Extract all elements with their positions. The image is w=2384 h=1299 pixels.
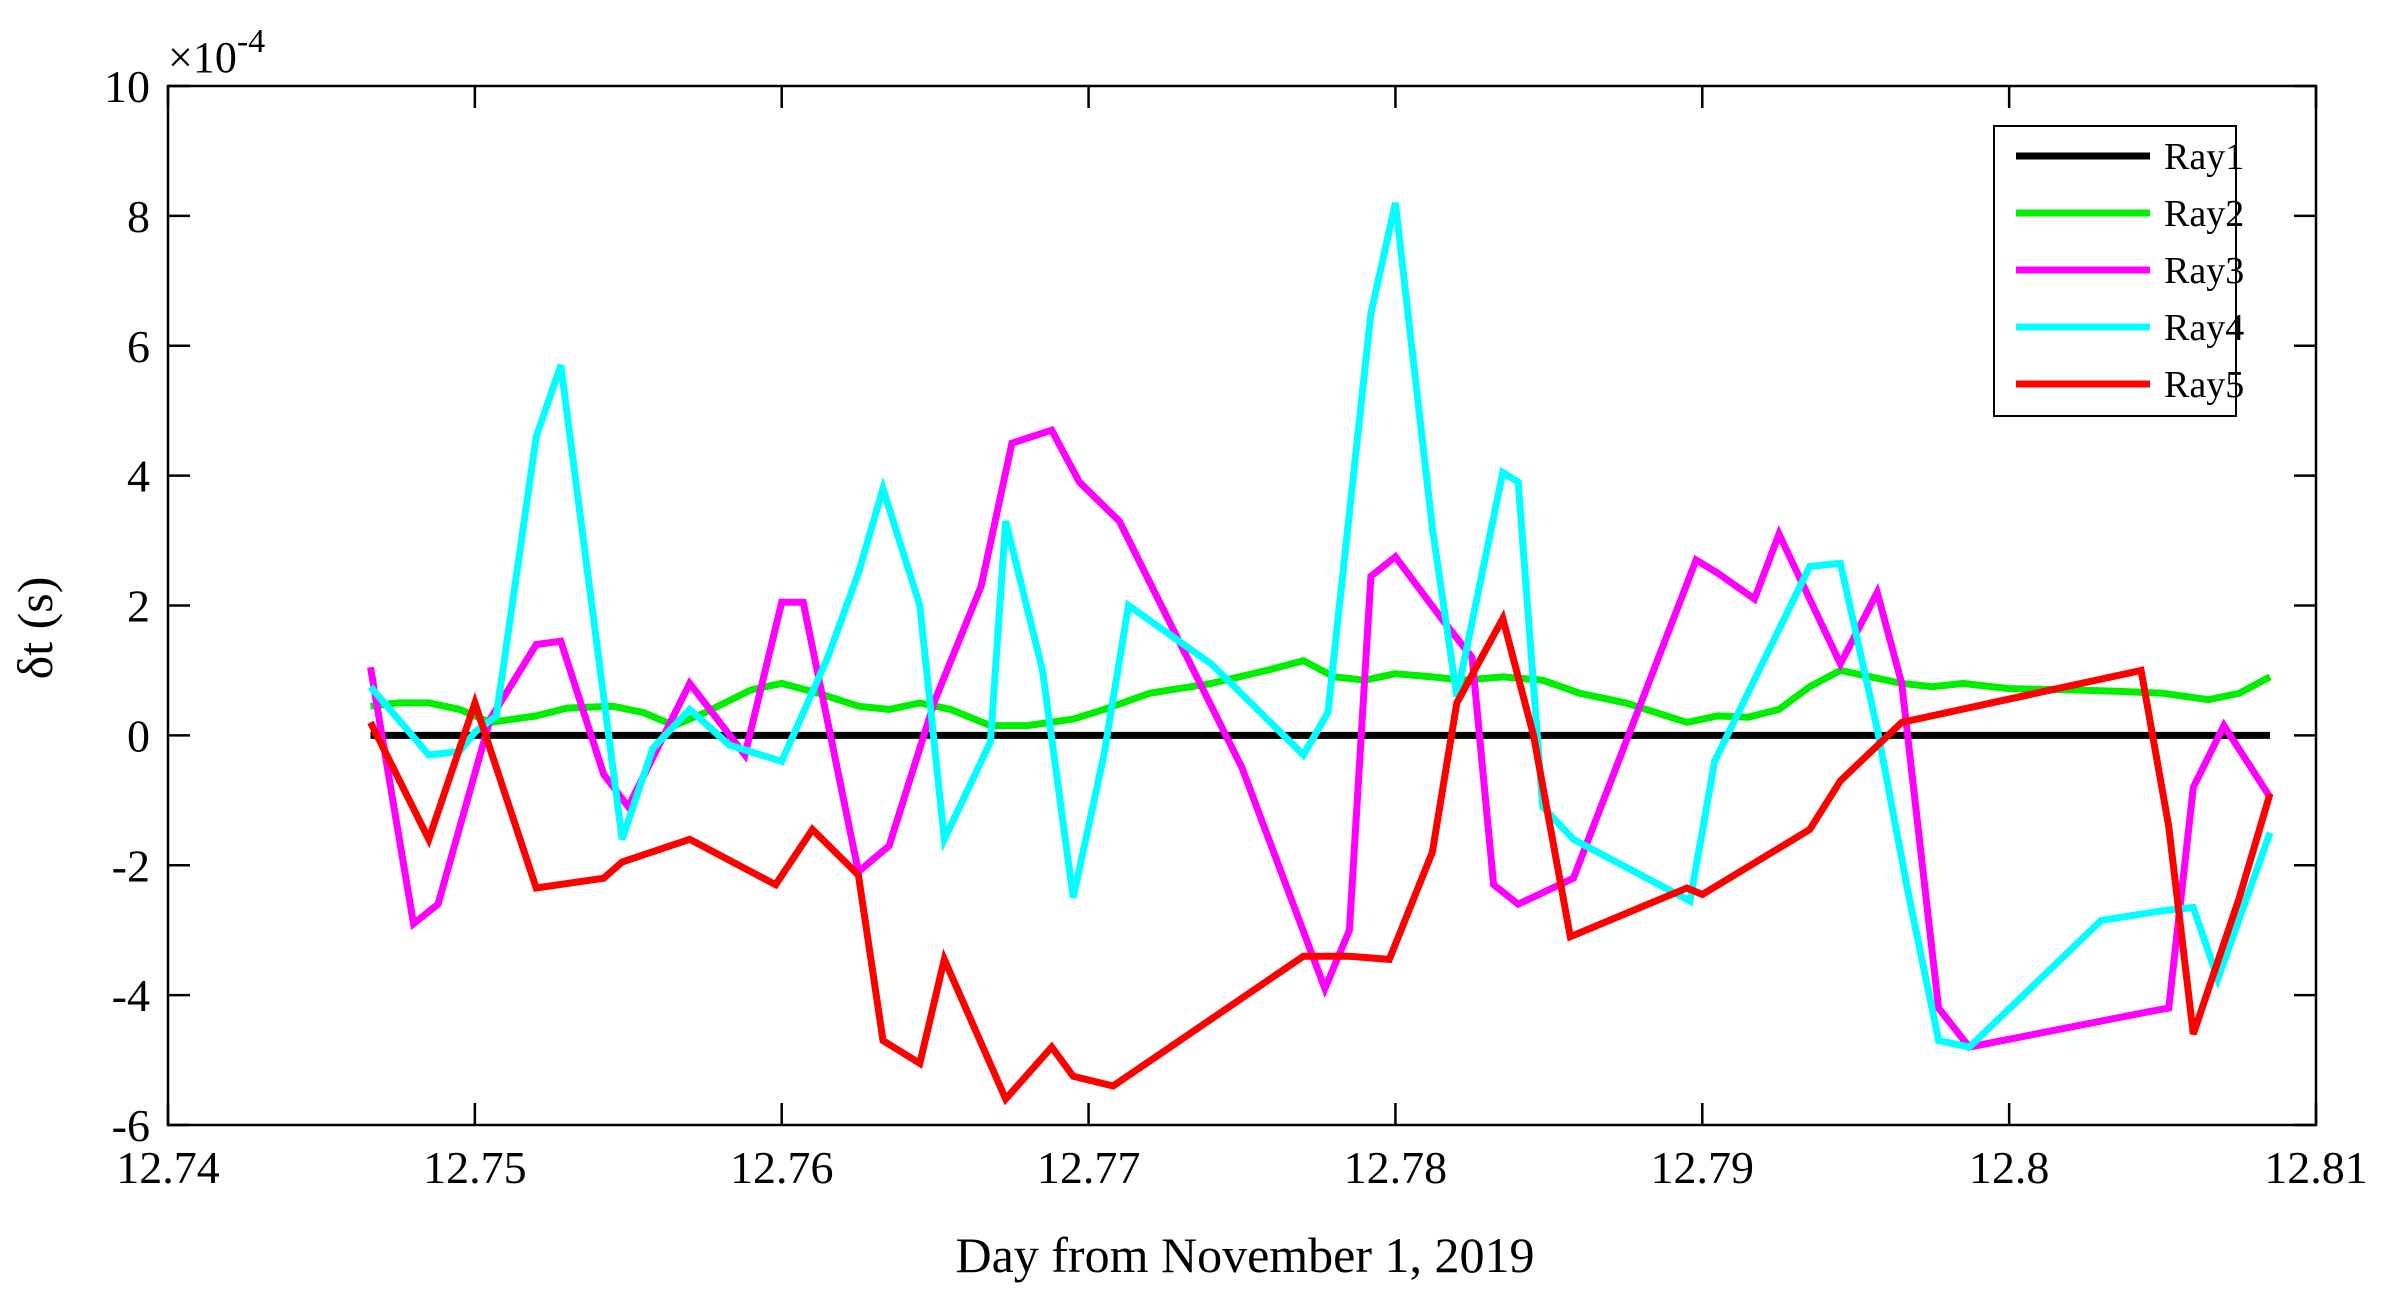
x-tick-label: 12.81 — [2264, 1142, 2368, 1193]
legend-label-ray4: Ray4 — [2164, 307, 2244, 349]
y-tick-label: -2 — [112, 840, 150, 891]
legend-label-ray5: Ray5 — [2164, 364, 2244, 406]
exponent-base: ×10 — [168, 33, 237, 82]
x-tick-label: 12.75 — [423, 1142, 527, 1193]
series-line-ray5 — [367, 609, 2274, 1106]
y-tick-label: 2 — [127, 581, 150, 632]
plot-area — [168, 86, 2316, 1125]
x-tick-label: 12.77 — [1037, 1142, 1141, 1193]
exponent-value: -4 — [237, 23, 265, 60]
y-tick-label: 10 — [104, 61, 150, 112]
x-axis-label: Day from November 1, 2019 — [955, 1227, 1534, 1283]
x-tick-label: 12.74 — [116, 1142, 220, 1193]
y-tick-label: -4 — [112, 970, 150, 1021]
x-tick-label: 12.8 — [1969, 1142, 2050, 1193]
y-axis-label: δt (s) — [7, 577, 63, 680]
y-tick-label: -6 — [112, 1100, 150, 1151]
x-tick-label: 12.79 — [1651, 1142, 1755, 1193]
y-tick-label: 4 — [127, 451, 150, 502]
x-tick-label: 12.76 — [730, 1142, 834, 1193]
series-line-ray2 — [370, 656, 2272, 730]
y-tick-label: 0 — [127, 710, 150, 761]
series-line-ray4 — [367, 202, 2274, 1051]
y-tick-label: 6 — [127, 321, 150, 372]
legend: Ray1 Ray2 Ray3 Ray4 Ray5 — [1993, 125, 2244, 417]
y-tick-label: 8 — [127, 191, 150, 242]
series-layer — [367, 202, 2274, 1106]
x-tick-label: 12.78 — [1344, 1142, 1448, 1193]
legend-label-ray3: Ray3 — [2164, 250, 2244, 292]
exponent-label: ×10-4 — [168, 23, 265, 82]
ticks-layer: 12.74 12.75 12.76 12.77 12.78 12.79 12.8 12.81 -… — [104, 61, 2368, 1193]
legend-label-ray1: Ray1 — [2164, 136, 2244, 178]
legend-label-ray2: Ray2 — [2164, 193, 2244, 235]
